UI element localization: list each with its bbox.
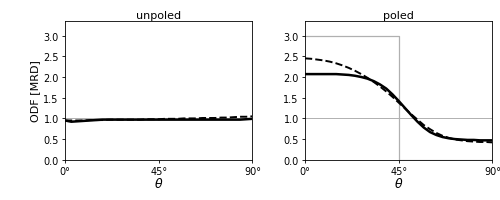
X-axis label: θ: θ [395, 178, 402, 190]
Y-axis label: ODF [MRD]: ODF [MRD] [30, 60, 40, 122]
Title: poled: poled [384, 11, 414, 21]
X-axis label: θ: θ [155, 178, 162, 190]
Title: unpoled: unpoled [136, 11, 182, 21]
